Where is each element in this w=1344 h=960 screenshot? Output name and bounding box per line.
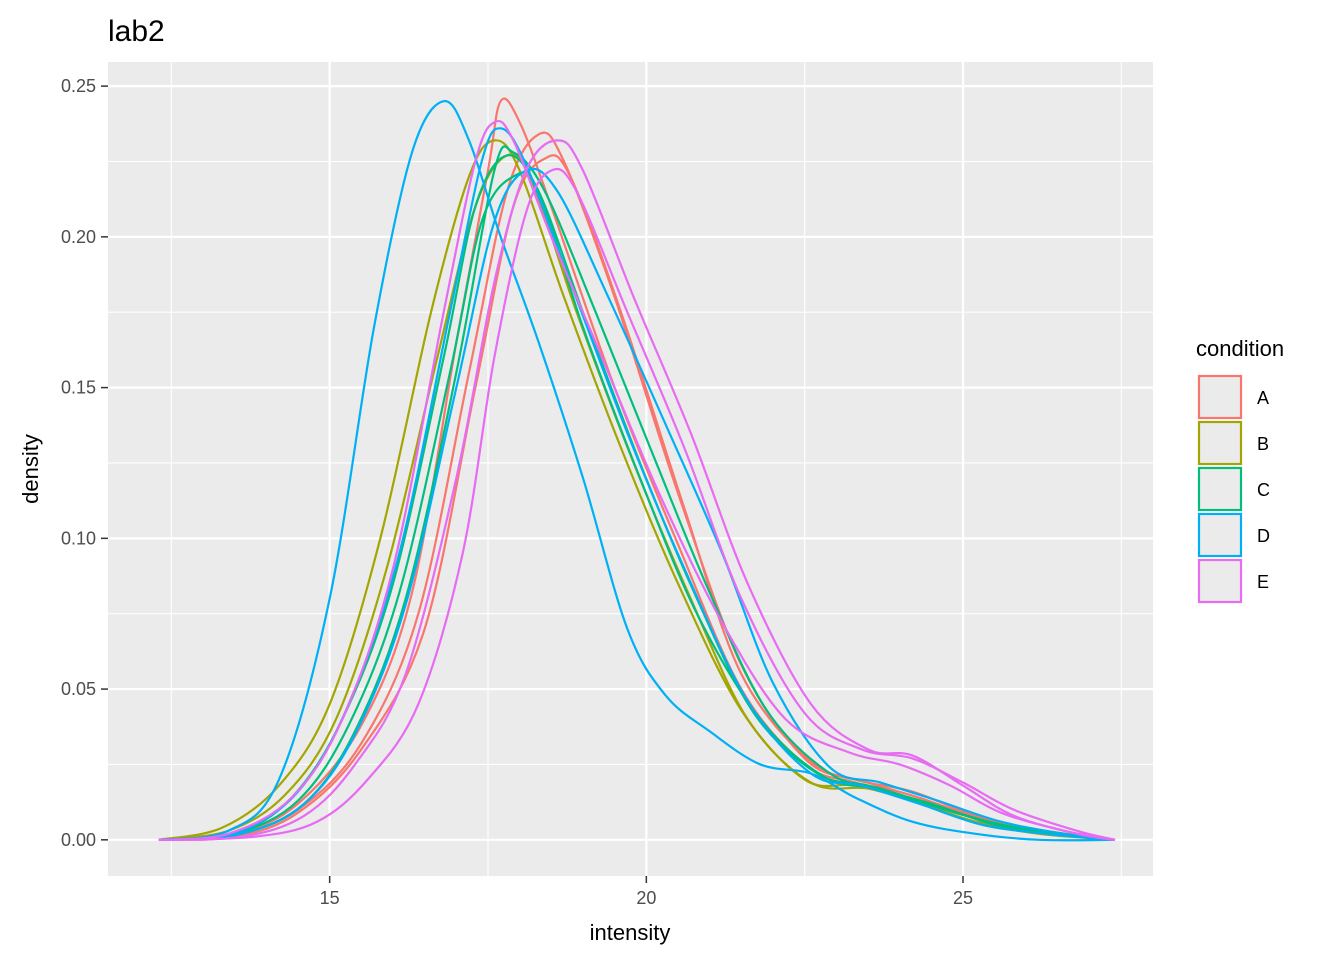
legend-key-d — [1197, 512, 1243, 558]
legend-label-e: E — [1257, 572, 1269, 592]
y-tick-label: 0.05 — [61, 679, 96, 699]
legend-label-d: D — [1257, 526, 1270, 546]
legend-key-c — [1197, 466, 1243, 512]
legend: condition A B C D E — [1196, 336, 1284, 604]
minor-gridlines — [108, 62, 1153, 876]
x-tick-label: 15 — [320, 888, 340, 908]
y-tick-label: 0.20 — [61, 227, 96, 247]
x-tick-label: 20 — [636, 888, 656, 908]
density-curve-e-13 — [158, 139, 1116, 841]
legend-label-c: C — [1257, 480, 1270, 500]
x-axis-title: intensity — [590, 920, 671, 945]
density-curve-a-3 — [158, 154, 1116, 841]
legend-key-e — [1197, 558, 1243, 604]
chart-title: lab2 — [108, 15, 165, 48]
x-tick-label: 25 — [953, 888, 973, 908]
density-curve-c-8 — [158, 145, 1116, 841]
y-axis-ticks: 0.00 0.05 0.10 0.15 0.20 0.25 — [61, 76, 108, 850]
density-curve-d-11 — [158, 167, 1116, 841]
legend-label-a: A — [1257, 388, 1269, 408]
y-tick-label: 0.15 — [61, 378, 96, 398]
legend-label-b: B — [1257, 434, 1269, 454]
y-axis-title: density — [18, 434, 43, 504]
density-curves — [158, 97, 1116, 842]
y-tick-label: 0.00 — [61, 830, 96, 850]
legend-key-b — [1197, 420, 1243, 466]
density-curve-e-14 — [158, 167, 1116, 841]
x-axis-ticks: 15 20 25 — [320, 876, 973, 908]
density-curve-d-9 — [158, 100, 1116, 842]
y-tick-label: 0.25 — [61, 76, 96, 96]
legend-title: condition — [1196, 336, 1284, 361]
legend-key-a — [1197, 374, 1243, 420]
density-curve-e-12 — [158, 119, 1116, 841]
y-tick-label: 0.10 — [61, 528, 96, 548]
